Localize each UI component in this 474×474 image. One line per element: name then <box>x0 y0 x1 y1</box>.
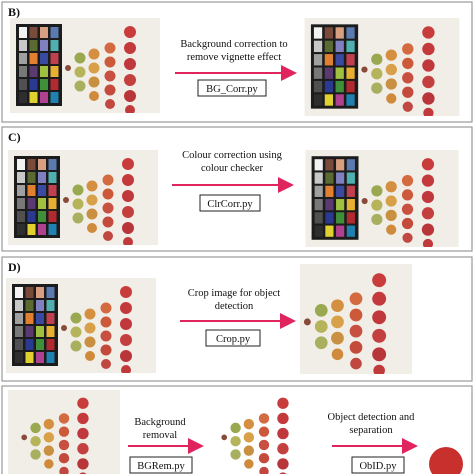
output-image <box>305 18 460 118</box>
step-text: Crop image for object <box>188 288 281 299</box>
step-text: removal <box>143 430 177 441</box>
script-box <box>199 194 261 212</box>
detected-object <box>429 447 463 474</box>
script-name: BG_Corr.py <box>206 84 258 95</box>
step-text: detection <box>215 301 254 312</box>
step-text: separation <box>349 425 393 436</box>
output-image <box>305 150 458 249</box>
script-name: ObID.py <box>359 461 397 472</box>
script-name: ClrCorr.py <box>207 199 253 210</box>
input-image <box>8 150 158 247</box>
script-box <box>129 456 193 474</box>
script-name: BGRem.py <box>137 461 185 472</box>
script-box <box>351 456 405 474</box>
step-text: colour checker <box>201 163 264 174</box>
step-text: Object detection and <box>328 412 416 423</box>
step-text: Colour correction using <box>182 150 282 161</box>
step-text: Background <box>134 417 186 428</box>
panel-label: B) <box>8 5 20 19</box>
script-box <box>205 329 261 347</box>
script-name: Crop.py <box>216 334 251 345</box>
input-image <box>6 278 156 375</box>
panel-label: C) <box>8 130 21 144</box>
input-image <box>10 18 160 115</box>
step-text: Background correction to <box>180 39 287 50</box>
step-text: remove vignette effect <box>187 52 281 63</box>
panel-label: D) <box>8 260 21 274</box>
script-box <box>197 79 267 97</box>
